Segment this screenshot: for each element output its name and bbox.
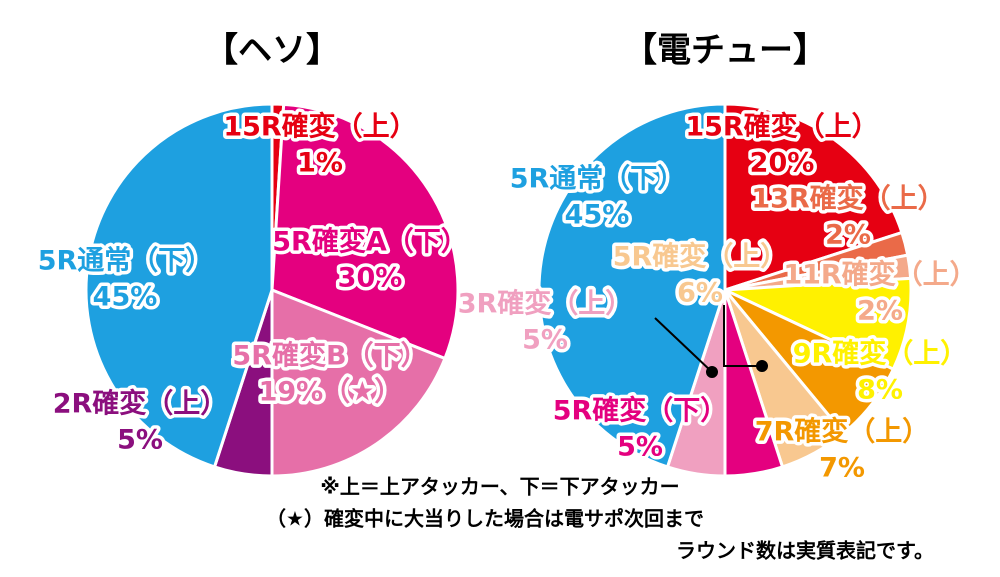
value-label: 5% bbox=[522, 325, 568, 356]
value-label: 2% bbox=[825, 220, 871, 251]
note: ラウンド数は実質表記です。 bbox=[676, 539, 934, 563]
slice-label: 5R確変A（下） bbox=[272, 226, 467, 258]
slice-label: 7R確変（上） bbox=[755, 416, 930, 448]
value-label: 8% bbox=[857, 375, 903, 406]
slice-label: 2R確変（上） bbox=[53, 388, 228, 420]
value-label: 7% bbox=[819, 453, 865, 484]
leader-line bbox=[723, 305, 760, 367]
slice-label: 15R確変（上） bbox=[685, 111, 878, 143]
leader-line bbox=[654, 317, 713, 373]
value-label: 2% bbox=[857, 296, 903, 327]
value-label: 1% bbox=[297, 148, 343, 179]
leader-lines bbox=[654, 305, 768, 378]
slice-label: 15R確変（上） bbox=[223, 111, 416, 143]
pie-slice bbox=[723, 102, 904, 293]
slice-label: 9R確変（上） bbox=[793, 338, 968, 370]
slice-label: 5R確変（下） bbox=[553, 395, 728, 427]
slice-label: 5R確変B（下） bbox=[232, 340, 427, 372]
value-label: 5% bbox=[117, 425, 163, 456]
value-label: 19%（★） bbox=[259, 377, 402, 408]
value-label: 5% bbox=[617, 432, 663, 463]
pie-slice bbox=[270, 102, 460, 361]
value-label: 20% bbox=[750, 148, 815, 179]
pie-slice bbox=[84, 102, 274, 469]
chart-title: 【ヘソ】 bbox=[204, 31, 340, 71]
labels: 15R確変（上） 1% 5R確変A（下） 30% 5R確変B（下） 19%（★） 2R確変（… bbox=[34, 107, 980, 487]
note: ※上＝上アタッカー、下＝下アタッカー bbox=[320, 475, 679, 499]
note: （★）確変中に大当りした場合は電サポ次回まで bbox=[266, 507, 704, 531]
value-label: 45% bbox=[93, 282, 158, 313]
slice-label: 13R確変（上） bbox=[751, 183, 944, 215]
slice-label: 5R通常（下） bbox=[38, 246, 213, 277]
pies bbox=[84, 102, 913, 478]
chart-title: 【電チュー】 bbox=[623, 31, 827, 71]
value-label: 6% bbox=[677, 278, 723, 309]
value-label: 30% bbox=[338, 263, 403, 294]
leader-dot bbox=[756, 360, 768, 372]
pie-slice bbox=[724, 276, 913, 372]
pie-slice bbox=[270, 287, 447, 478]
pie-slice bbox=[537, 102, 727, 469]
slice-label: 5R通常（下） bbox=[510, 164, 685, 195]
value-label: 45% bbox=[565, 200, 630, 231]
leader-dot bbox=[706, 366, 718, 378]
slice-label: 3R確変（上） bbox=[458, 288, 633, 320]
slice-label: 5R確変（上） bbox=[613, 241, 788, 273]
slice-label: 11R確変（上） bbox=[783, 259, 976, 291]
